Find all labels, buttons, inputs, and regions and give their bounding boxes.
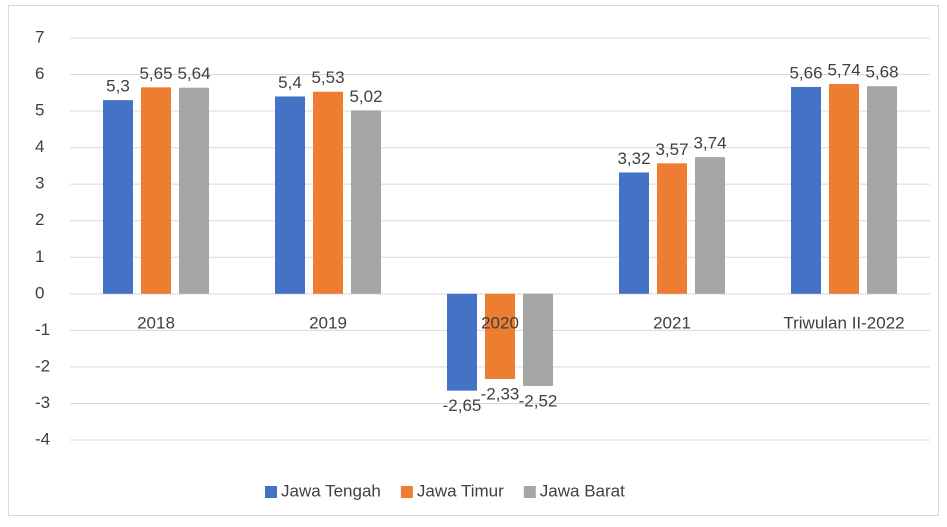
bar [695,157,725,294]
value-label: -2,52 [519,391,558,410]
value-label: 3,32 [617,149,650,168]
y-tick-label: 7 [35,27,44,46]
bar [447,293,477,391]
value-label: 5,53 [311,68,344,87]
y-tick-label: -2 [35,356,50,375]
value-label: -2,33 [481,384,520,403]
bar [791,86,821,294]
value-label: -2,65 [443,396,482,415]
y-tick-label: 5 [35,101,44,120]
x-tick-label: 2019 [309,313,347,332]
bar [657,163,687,294]
legend-label: Jawa Barat [540,481,625,500]
legend-label: Jawa Tengah [281,481,381,500]
y-tick-label: -1 [35,320,50,339]
x-tick-label: Triwulan II-2022 [783,313,904,332]
bar [829,84,859,294]
y-tick-label: -4 [35,429,50,448]
value-label: 5,66 [789,63,822,82]
legend-swatch [523,486,536,498]
bar [485,293,515,379]
bar [351,110,381,294]
bar [179,87,209,294]
bar [313,91,343,294]
y-tick-label: 3 [35,174,44,193]
bar [523,293,553,386]
bar [275,96,305,294]
legend-swatch [400,486,413,498]
x-tick-label: 2020 [481,313,519,332]
y-tick-label: 4 [35,137,44,156]
y-tick-label: 2 [35,210,44,229]
bar [867,86,897,294]
value-label: 5,3 [106,77,130,96]
value-label: 5,02 [349,87,382,106]
y-tick-label: 6 [35,64,44,83]
value-label: 3,57 [655,140,688,159]
value-label: 5,74 [827,61,860,80]
y-tick-label: -3 [35,393,50,412]
bar [141,87,171,294]
x-tick-label: 2018 [137,313,175,332]
value-label: 5,4 [278,73,302,92]
value-label: 5,64 [177,64,210,83]
bar [619,172,649,294]
value-label: 5,65 [139,64,172,83]
bar [103,100,133,294]
y-tick-label: 0 [35,283,44,302]
y-tick-label: 1 [35,247,44,266]
x-tick-label: 2021 [653,313,691,332]
legend-swatch [265,486,277,498]
value-label: 5,68 [865,63,898,82]
legend-label: Jawa Timur [417,481,504,500]
value-label: 3,74 [693,134,726,153]
